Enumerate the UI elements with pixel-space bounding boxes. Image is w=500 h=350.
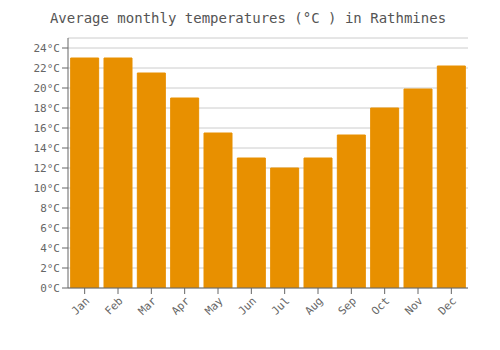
svg-text:4°C: 4°C	[40, 242, 60, 255]
svg-text:Mar: Mar	[136, 294, 160, 318]
svg-text:Sep: Sep	[336, 294, 359, 317]
svg-text:Jan: Jan	[69, 294, 92, 317]
html-text:Average monthly temperatures (: Average monthly temperatures (°C ) in Ra…	[49, 10, 447, 26]
svg-text:May: May	[202, 294, 226, 318]
svg-text:Oct: Oct	[369, 294, 392, 317]
svg-text:12°C: 12°C	[34, 162, 61, 175]
svg-text:24°C: 24°C	[34, 42, 61, 55]
svg-text:14°C: 14°C	[34, 142, 61, 155]
svg-text:0°C: 0°C	[40, 282, 60, 295]
svg-text:10°C: 10°C	[34, 182, 61, 195]
svg-text:22°C: 22°C	[34, 62, 61, 75]
svg-text:20°C: 20°C	[34, 82, 61, 95]
svg-text:Apr: Apr	[169, 294, 193, 318]
svg-text:16°C: 16°C	[34, 122, 61, 135]
svg-text:18°C: 18°C	[34, 102, 61, 115]
svg-text:Jul: Jul	[269, 294, 292, 317]
svg-text:Feb: Feb	[102, 294, 125, 317]
svg-text:Nov: Nov	[402, 294, 426, 318]
svg-text:Jun: Jun	[236, 294, 259, 317]
svg-text:Dec: Dec	[436, 294, 459, 317]
svg-text:6°C: 6°C	[40, 222, 60, 235]
svg-text:Aug: Aug	[302, 294, 325, 317]
svg-text:2°C: 2°C	[40, 262, 60, 275]
svg-text:8°C: 8°C	[40, 202, 60, 215]
